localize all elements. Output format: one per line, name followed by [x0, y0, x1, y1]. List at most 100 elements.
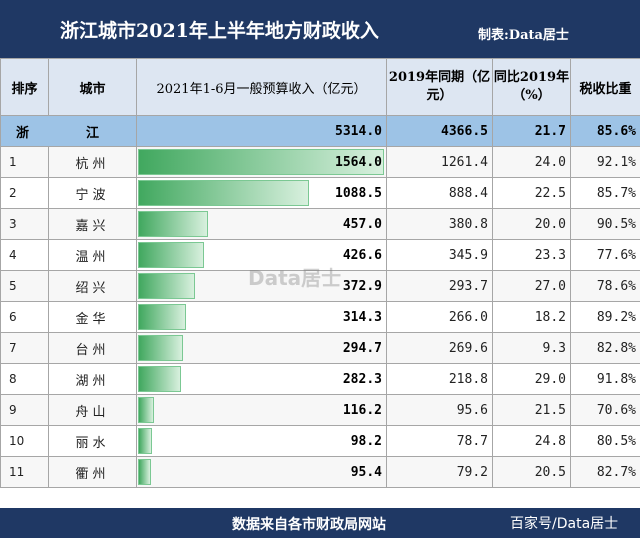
province-name: 浙 江 — [0, 115, 137, 147]
revenue-cell: 98.2 — [136, 425, 387, 457]
tax-ratio-cell: 91.8% — [570, 363, 640, 395]
growth-cell: 23.3 — [492, 239, 571, 271]
rank-cell: 6 — [0, 301, 49, 333]
platform-label: 百家号/Data居士 — [510, 516, 619, 532]
city-cell: 温州 — [48, 239, 137, 271]
tax-ratio-cell: 92.1% — [570, 146, 640, 178]
prev-cell: 95.6 — [386, 394, 493, 426]
rank-cell: 2 — [0, 177, 49, 209]
prev-cell: 888.4 — [386, 177, 493, 209]
table-row: 10 丽水 98.2 78.7 24.8 80.5% — [0, 425, 640, 457]
revenue-cell: 426.6 — [136, 239, 387, 271]
revenue-value: 95.4 — [350, 464, 382, 480]
growth-cell: 27.0 — [492, 270, 571, 302]
province-growth: 21.7 — [492, 115, 571, 147]
city-cell: 绍兴 — [48, 270, 137, 302]
prev-cell: 78.7 — [386, 425, 493, 457]
revenue-cell: 1564.0 — [136, 146, 387, 178]
revenue-cell: 372.9 — [136, 270, 387, 302]
tax-ratio-cell: 77.6% — [570, 239, 640, 271]
revenue-bar — [138, 211, 208, 237]
source-note: 数据来自各市财政局网站 — [232, 517, 386, 533]
revenue-value: 426.6 — [342, 247, 382, 263]
revenue-value: 457.0 — [342, 216, 382, 232]
table-row: 8 湖州 282.3 218.8 29.0 91.8% — [0, 363, 640, 395]
growth-cell: 29.0 — [492, 363, 571, 395]
tax-ratio-cell: 70.6% — [570, 394, 640, 426]
revenue-cell: 294.7 — [136, 332, 387, 364]
table-row: 5 绍兴 372.9 293.7 27.0 78.6% — [0, 270, 640, 302]
tax-ratio-cell: 90.5% — [570, 208, 640, 240]
prev-cell: 380.8 — [386, 208, 493, 240]
tax-ratio-cell: 82.7% — [570, 456, 640, 488]
revenue-value: 1088.5 — [335, 185, 382, 201]
tax-ratio-cell: 78.6% — [570, 270, 640, 302]
growth-cell: 22.5 — [492, 177, 571, 209]
table-row: 6 金华 314.3 266.0 18.2 89.2% — [0, 301, 640, 333]
credit-label: 制表:Data居士 — [478, 28, 569, 43]
rank-cell: 10 — [0, 425, 49, 457]
tax-ratio-cell: 85.7% — [570, 177, 640, 209]
growth-cell: 24.0 — [492, 146, 571, 178]
table-row: 3 嘉兴 457.0 380.8 20.0 90.5% — [0, 208, 640, 240]
revenue-bar — [138, 149, 384, 175]
province-revenue: 5314.0 — [136, 115, 387, 147]
table-header-row: 排序 城市 2021年1-6月一般预算收入（亿元） 2019年同期（亿元） 同比… — [0, 58, 640, 116]
table-row: 1 杭州 1564.0 1261.4 24.0 92.1% — [0, 146, 640, 178]
growth-cell: 9.3 — [492, 332, 571, 364]
tax-ratio-cell: 82.8% — [570, 332, 640, 364]
tax-ratio-cell: 89.2% — [570, 301, 640, 333]
rank-cell: 4 — [0, 239, 49, 271]
growth-cell: 18.2 — [492, 301, 571, 333]
col-header-revenue: 2021年1-6月一般预算收入（亿元） — [136, 58, 387, 116]
revenue-bar — [138, 459, 151, 485]
prev-cell: 345.9 — [386, 239, 493, 271]
col-header-growth: 同比2019年（%） — [492, 58, 571, 116]
revenue-bar — [138, 397, 154, 423]
footer-bar: 数据来自各市财政局网站 百家号/Data居士 — [0, 508, 640, 538]
rank-cell: 11 — [0, 456, 49, 488]
revenue-bar — [138, 366, 181, 392]
watermark: Data居士 — [248, 266, 342, 290]
rank-cell: 1 — [0, 146, 49, 178]
city-cell: 台州 — [48, 332, 137, 364]
revenue-cell: 95.4 — [136, 456, 387, 488]
table-row: 2 宁波 1088.5 888.4 22.5 85.7% — [0, 177, 640, 209]
revenue-bar — [138, 273, 195, 299]
revenue-value: 314.3 — [342, 309, 382, 325]
growth-cell: 24.8 — [492, 425, 571, 457]
revenue-value: 372.9 — [342, 278, 382, 294]
rank-cell: 9 — [0, 394, 49, 426]
province-row: 浙 江 5314.0 4366.5 21.7 85.6% — [0, 115, 640, 147]
prev-cell: 1261.4 — [386, 146, 493, 178]
growth-cell: 20.5 — [492, 456, 571, 488]
prev-cell: 218.8 — [386, 363, 493, 395]
revenue-cell: 457.0 — [136, 208, 387, 240]
rank-cell: 8 — [0, 363, 49, 395]
revenue-value: 294.7 — [342, 340, 382, 356]
rank-cell: 5 — [0, 270, 49, 302]
revenue-table: 排序 城市 2021年1-6月一般预算收入（亿元） 2019年同期（亿元） 同比… — [0, 58, 640, 488]
city-cell: 嘉兴 — [48, 208, 137, 240]
col-header-prev: 2019年同期（亿元） — [386, 58, 493, 116]
table-row: 11 衢州 95.4 79.2 20.5 82.7% — [0, 456, 640, 488]
city-cell: 衢州 — [48, 456, 137, 488]
revenue-value: 1564.0 — [335, 154, 382, 170]
revenue-value: 116.2 — [342, 402, 382, 418]
city-cell: 杭州 — [48, 146, 137, 178]
table-row: 4 温州 426.6 345.9 23.3 77.6% — [0, 239, 640, 271]
prev-cell: 266.0 — [386, 301, 493, 333]
city-cell: 丽水 — [48, 425, 137, 457]
city-cell: 金华 — [48, 301, 137, 333]
province-prev: 4366.5 — [386, 115, 493, 147]
province-tax-ratio: 85.6% — [570, 115, 640, 147]
revenue-value: 282.3 — [342, 371, 382, 387]
revenue-bar — [138, 180, 309, 206]
revenue-cell: 282.3 — [136, 363, 387, 395]
city-cell: 舟山 — [48, 394, 137, 426]
revenue-cell: 116.2 — [136, 394, 387, 426]
page-title: 浙江城市2021年上半年地方财政收入 — [60, 20, 379, 42]
col-header-rank: 排序 — [0, 58, 49, 116]
col-header-city: 城市 — [48, 58, 137, 116]
